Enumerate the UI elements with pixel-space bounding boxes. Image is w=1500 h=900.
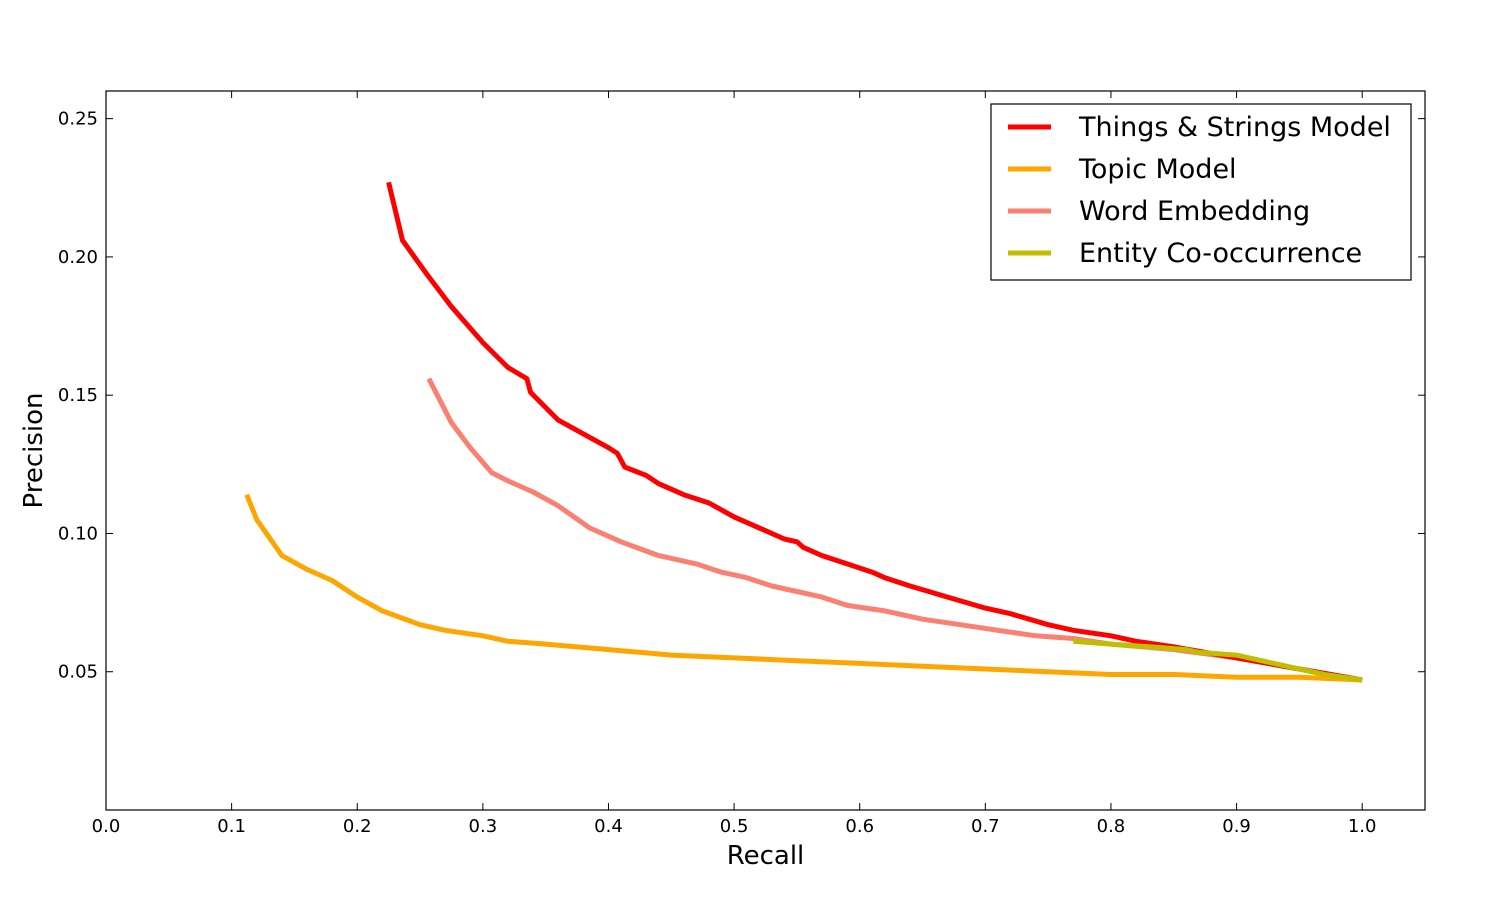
legend-box xyxy=(990,103,1412,281)
legend-label: Word Embedding xyxy=(1079,196,1310,227)
legend-label: Entity Co-occurrence xyxy=(1079,238,1362,269)
x-tick-label: 0.2 xyxy=(343,816,372,837)
legend-label: Topic Model xyxy=(1078,154,1237,185)
series-line-1 xyxy=(244,493,1363,683)
series-line-0 xyxy=(386,181,1363,683)
y-tick-label: 0.25 xyxy=(58,109,98,130)
x-tick-label: 0.0 xyxy=(92,816,121,837)
y-tick-label: 0.10 xyxy=(58,523,98,544)
series-line-3 xyxy=(1073,638,1363,683)
x-tick-label: 0.5 xyxy=(720,816,749,837)
y-axis-title: Precision xyxy=(19,392,49,508)
plot-frame xyxy=(105,90,1426,811)
x-tick-label: 0.3 xyxy=(469,816,498,837)
x-tick-label: 0.1 xyxy=(217,816,246,837)
x-tick-label: 0.4 xyxy=(594,816,623,837)
y-tick-label: 0.05 xyxy=(58,662,98,683)
x-tick-label: 0.9 xyxy=(1222,816,1251,837)
x-tick-label: 0.8 xyxy=(1097,816,1126,837)
series-layer xyxy=(244,181,1363,683)
x-axis: 0.0 0.1 0.2 0.3 0.4 0.5 0.6 0.7 0.8 0.9 1.0 xyxy=(92,91,1377,837)
x-tick-label: 1.0 xyxy=(1348,816,1377,837)
x-axis-title: Recall xyxy=(727,841,805,871)
legend: Things & Strings Model Topic Model Word Em… xyxy=(990,103,1412,281)
x-tick-label: 0.6 xyxy=(845,816,874,837)
y-tick-label: 0.20 xyxy=(58,247,98,268)
legend-label: Things & Strings Model xyxy=(1078,112,1391,143)
y-tick-label: 0.15 xyxy=(58,385,98,406)
x-tick-label: 0.7 xyxy=(971,816,1000,837)
y-axis: 0.05 0.10 0.15 0.20 0.25 xyxy=(58,109,1425,683)
